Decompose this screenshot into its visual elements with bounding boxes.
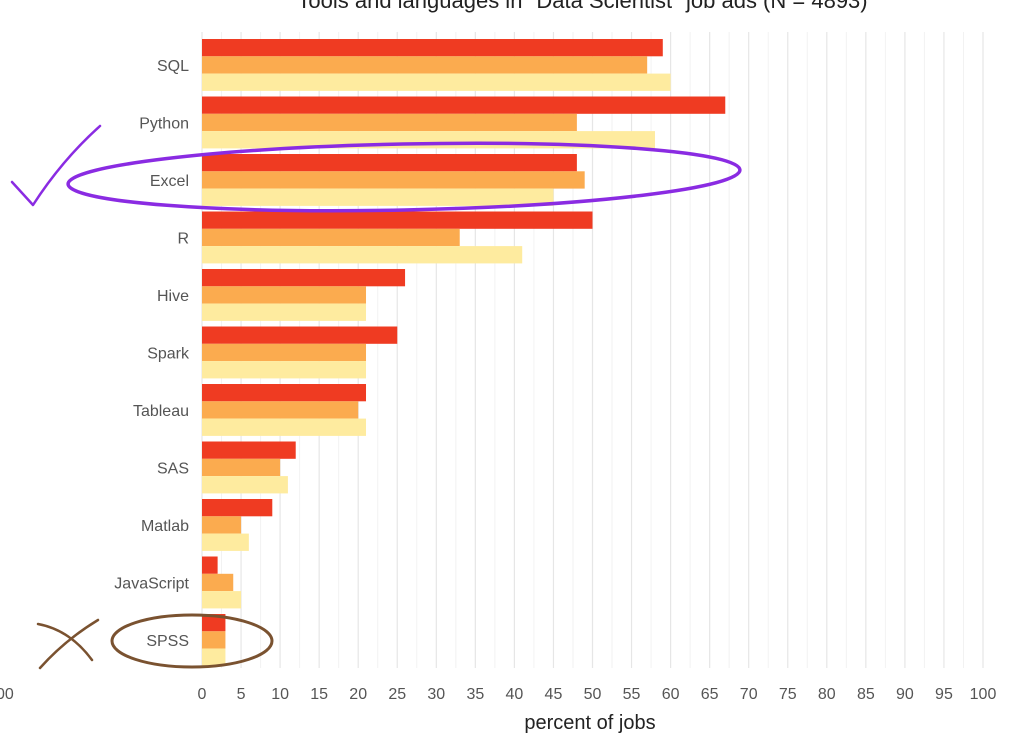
x-tick-label: 70 (740, 686, 758, 703)
bar-r-3 (202, 246, 523, 264)
x-tick-label: 20 (349, 686, 367, 703)
category-label-matlab: Matlab (141, 518, 189, 535)
category-label-tableau: Tableau (133, 403, 189, 420)
chart-title: Tools and languages in "Data Scientist" … (297, 0, 868, 13)
category-label-sql: SQL (157, 58, 189, 75)
category-label-r: R (177, 230, 189, 247)
x-axis-title: percent of jobs (524, 712, 656, 734)
bar-tableau-1 (202, 384, 367, 402)
bar-javascript-1 (202, 556, 218, 574)
bar-spss-1 (202, 614, 226, 632)
x-tick-label: 85 (857, 686, 875, 703)
bar-sas-2 (202, 458, 281, 477)
category-label-spark: Spark (147, 345, 190, 362)
hand-drawn-annotations (10, 124, 742, 670)
bar-spark-1 (202, 326, 398, 344)
x-tick-label: 35 (466, 686, 484, 703)
bar-javascript-3 (202, 591, 242, 609)
bar-tableau-3 (202, 418, 367, 436)
bar-hive-2 (202, 286, 367, 304)
spss-highlight-ellipse (110, 613, 274, 669)
bar-python-1 (202, 96, 726, 114)
cross-mark-icon (36, 618, 100, 670)
bar-hive-1 (202, 269, 406, 287)
bar-matlab-1 (202, 499, 273, 517)
category-labels: SQL Python Excel R Hive Spark Tableau SAS Matlab… (114, 58, 190, 650)
bar-r-1 (202, 211, 593, 229)
category-label-sas: SAS (157, 460, 189, 477)
category-label-excel: Excel (150, 173, 189, 190)
bar-spss-2 (202, 631, 226, 649)
bar-matlab-3 (202, 533, 249, 551)
bar-spark-3 (202, 361, 367, 379)
bar-tableau-2 (202, 401, 359, 419)
x-tick-labels: 0 5 10 15 20 25 30 35 40 45 50 55 60 65 70 75 80 85 90 95 10… (0, 686, 996, 703)
bar-python-2 (202, 113, 577, 132)
bar-r-2 (202, 228, 460, 247)
bar-sas-1 (202, 441, 296, 459)
bar-hive-3 (202, 303, 367, 321)
category-label-javascript: JavaScript (114, 575, 189, 592)
bar-sql-2 (202, 56, 648, 74)
excel-highlight-ellipse (66, 141, 742, 213)
x-tick-label: 30 (427, 686, 445, 703)
x-tick-label: 40 (506, 686, 524, 703)
bar-excel-1 (202, 154, 577, 172)
bar-spark-2 (202, 343, 367, 362)
bar-sas-3 (202, 476, 288, 494)
x-tick-label: 5 (237, 686, 246, 703)
bars (202, 39, 726, 666)
x-tick-label: 80 (818, 686, 836, 703)
bar-excel-2 (202, 171, 585, 189)
bar-javascript-2 (202, 573, 234, 592)
bar-excel-3 (202, 188, 554, 206)
bar-sql-1 (202, 39, 663, 57)
x-tick-label: 55 (623, 686, 641, 703)
partial-tick-label: 00 (0, 686, 14, 703)
x-tick-label: 50 (584, 686, 602, 703)
bar-spss-3 (202, 648, 226, 666)
bar-sql-3 (202, 73, 671, 91)
bar-matlab-2 (202, 516, 242, 534)
x-tick-label: 10 (271, 686, 289, 703)
x-tick-label: 25 (388, 686, 406, 703)
x-tick-label: 100 (970, 686, 997, 703)
category-label-hive: Hive (157, 288, 189, 305)
x-tick-label: 15 (310, 686, 328, 703)
x-tick-label: 90 (896, 686, 914, 703)
category-label-python: Python (139, 115, 189, 132)
x-tick-label: 45 (545, 686, 563, 703)
check-mark-icon (10, 124, 102, 207)
x-tick-label: 95 (935, 686, 953, 703)
category-label-spss: SPSS (146, 633, 189, 650)
x-tick-label: 65 (701, 686, 719, 703)
x-tick-label: 60 (662, 686, 680, 703)
x-tick-label: 75 (779, 686, 797, 703)
x-tick-label: 0 (198, 686, 207, 703)
